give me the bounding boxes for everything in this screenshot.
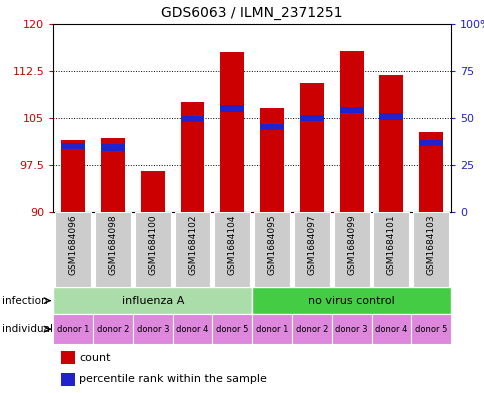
Text: donor 1: donor 1	[256, 325, 287, 334]
Bar	[61, 143, 85, 149]
Bar	[61, 373, 75, 386]
Bar	[180, 116, 204, 122]
Bar	[331, 314, 371, 344]
Bar	[220, 105, 244, 112]
Bar	[259, 124, 284, 130]
Text: GSM1684102: GSM1684102	[188, 215, 197, 275]
Text: GSM1684100: GSM1684100	[148, 215, 157, 275]
Text: percentile rank within the sample: percentile rank within the sample	[79, 374, 267, 384]
Bar	[140, 171, 165, 212]
Bar	[93, 314, 133, 344]
Bar	[339, 51, 363, 212]
Text: GSM1684103: GSM1684103	[426, 215, 435, 275]
Bar	[339, 107, 363, 113]
Text: GSM1684096: GSM1684096	[69, 215, 77, 275]
Text: donor 5: donor 5	[414, 325, 446, 334]
Text: donor 3: donor 3	[136, 325, 169, 334]
Bar	[378, 114, 403, 120]
Text: GSM1684097: GSM1684097	[307, 215, 316, 275]
Text: donor 5: donor 5	[216, 325, 248, 334]
Text: donor 2: donor 2	[97, 325, 129, 334]
Bar	[212, 314, 252, 344]
Bar	[61, 140, 85, 212]
Bar	[135, 212, 170, 287]
Text: donor 4: donor 4	[375, 325, 407, 334]
Text: count: count	[79, 353, 110, 362]
Bar	[214, 212, 250, 287]
Bar	[53, 287, 252, 314]
Text: donor 1: donor 1	[57, 325, 89, 334]
Bar	[299, 83, 323, 212]
Bar	[133, 314, 172, 344]
Text: infection: infection	[2, 296, 47, 306]
Bar	[55, 212, 91, 287]
Bar	[371, 314, 410, 344]
Bar	[101, 138, 125, 212]
Bar	[418, 132, 442, 212]
Bar	[412, 212, 448, 287]
Bar	[410, 314, 450, 344]
Bar	[172, 314, 212, 344]
Bar	[95, 212, 131, 287]
Bar	[293, 212, 329, 287]
Bar	[252, 314, 291, 344]
Bar	[378, 75, 403, 212]
Text: no virus control: no virus control	[308, 296, 394, 306]
Text: individual: individual	[2, 324, 53, 334]
Bar	[259, 108, 284, 212]
Bar	[254, 212, 289, 287]
Text: influenza A: influenza A	[121, 296, 183, 306]
Bar	[252, 287, 450, 314]
Text: GSM1684099: GSM1684099	[347, 215, 355, 275]
Text: donor 4: donor 4	[176, 325, 208, 334]
Text: GSM1684098: GSM1684098	[108, 215, 117, 275]
Title: GDS6063 / ILMN_2371251: GDS6063 / ILMN_2371251	[161, 6, 342, 20]
Text: donor 3: donor 3	[334, 325, 367, 334]
Bar	[299, 115, 323, 121]
Bar	[180, 102, 204, 212]
Bar	[291, 314, 331, 344]
Text: GSM1684101: GSM1684101	[386, 215, 395, 275]
Text: GSM1684095: GSM1684095	[267, 215, 276, 275]
Text: GSM1684104: GSM1684104	[227, 215, 236, 275]
Bar	[373, 212, 408, 287]
Bar	[418, 140, 442, 146]
Text: donor 2: donor 2	[295, 325, 327, 334]
Bar	[220, 52, 244, 212]
Bar	[53, 314, 93, 344]
Bar	[101, 144, 125, 151]
Bar	[174, 212, 210, 287]
Bar	[61, 351, 75, 364]
Bar	[333, 212, 369, 287]
